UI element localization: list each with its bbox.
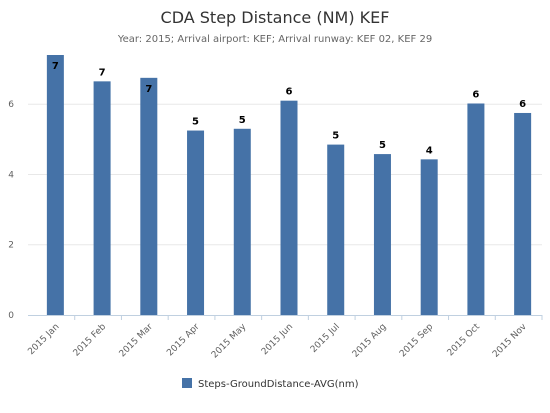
legend-swatch xyxy=(182,378,192,388)
x-axis xyxy=(28,315,543,320)
x-tick-label: 2015 Aug xyxy=(351,322,389,360)
x-tick-label: 2015 Nov xyxy=(491,322,529,360)
data-label: 5 xyxy=(332,131,339,142)
chart-title: CDA Step Distance (NM) KEF xyxy=(160,8,390,27)
x-tick-label: 2015 Sep xyxy=(398,322,435,359)
x-tick-label: 2015 Oct xyxy=(446,322,483,359)
x-tick-label: 2015 May xyxy=(210,322,249,361)
x-tick-label: 2015 Jan xyxy=(26,322,61,357)
y-tick-label: 0 xyxy=(8,311,14,321)
legend-label: Steps-GroundDistance-AVG(nm) xyxy=(198,379,359,390)
bar[interactable] xyxy=(46,55,64,315)
y-tick-label: 2 xyxy=(8,241,14,251)
bar[interactable] xyxy=(140,77,158,316)
data-label: 5 xyxy=(239,115,246,126)
bar[interactable] xyxy=(280,100,298,315)
chart-subtitle: Year: 2015; Arrival airport: KEF; Arriva… xyxy=(117,34,433,45)
bars xyxy=(46,55,532,316)
bar[interactable] xyxy=(373,154,391,315)
data-label: 7 xyxy=(99,67,106,78)
bar[interactable] xyxy=(93,81,111,315)
bar[interactable] xyxy=(233,128,251,315)
data-labels: 7 7 7 5 5 6 5 5 4 6 6 xyxy=(52,61,526,156)
data-label: 4 xyxy=(426,145,433,156)
legend[interactable]: Steps-GroundDistance-AVG(nm) xyxy=(182,378,359,390)
bar[interactable] xyxy=(187,130,205,315)
bar[interactable] xyxy=(420,159,438,315)
bar[interactable] xyxy=(327,144,345,315)
data-label: 5 xyxy=(379,140,386,151)
x-tick-label: 2015 Jun xyxy=(260,322,295,357)
data-label: 6 xyxy=(472,89,479,100)
x-tick-label: 2015 Mar xyxy=(118,322,156,360)
bar[interactable] xyxy=(514,112,532,315)
x-tick-label: 2015 Feb xyxy=(72,322,109,359)
y-axis-ticks: 0 2 4 6 xyxy=(8,100,14,321)
data-label: 6 xyxy=(519,99,526,110)
data-label: 5 xyxy=(192,117,199,128)
y-tick-label: 6 xyxy=(8,100,14,110)
y-tick-label: 4 xyxy=(8,170,14,180)
data-label: 6 xyxy=(286,87,293,98)
bar[interactable] xyxy=(467,103,485,316)
data-label: 7 xyxy=(52,61,59,72)
data-label: 7 xyxy=(145,84,152,95)
x-tick-label: 2015 Jul xyxy=(309,322,342,355)
x-axis-ticks: 2015 Jan 2015 Feb 2015 Mar 2015 Apr 2015 May… xyxy=(26,322,529,361)
x-tick-label: 2015 Apr xyxy=(165,322,202,359)
